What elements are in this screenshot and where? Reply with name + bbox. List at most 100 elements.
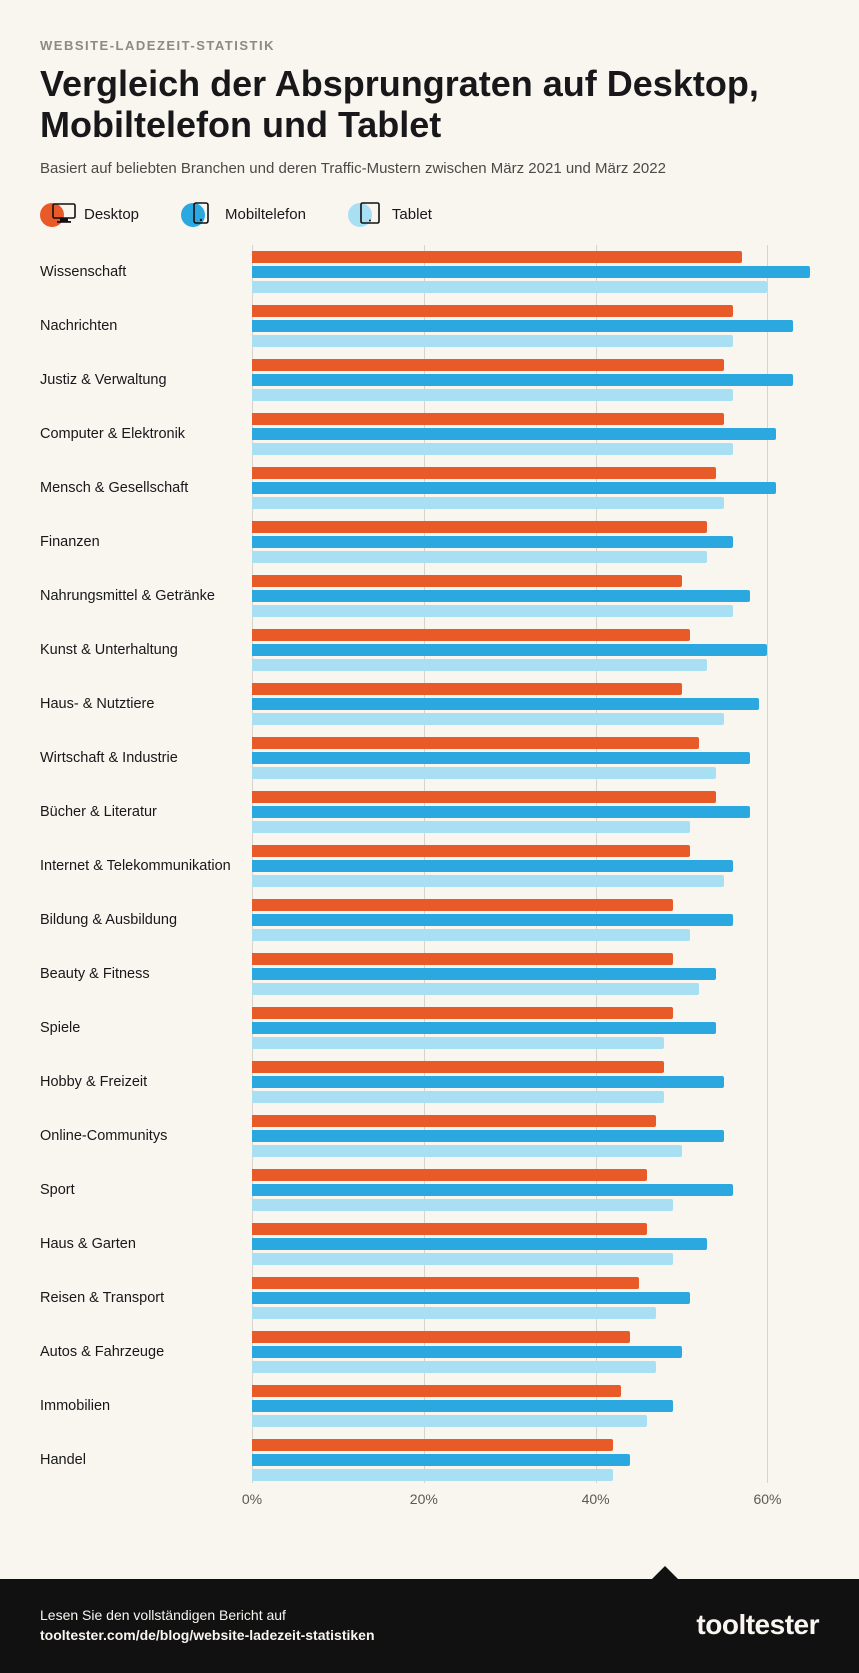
bar-mobile [252, 1346, 682, 1358]
bar-mobile [252, 428, 776, 440]
mobile-icon [193, 202, 209, 224]
bar-desktop [252, 1439, 613, 1451]
bar-tablet [252, 659, 707, 671]
bar-group [252, 574, 819, 618]
bar-desktop [252, 359, 724, 371]
bar-mobile [252, 1292, 690, 1304]
bar-desktop [252, 467, 716, 479]
bar-mobile [252, 1184, 733, 1196]
bar-tablet [252, 443, 733, 455]
legend-item: Mobiltelefon [181, 203, 306, 227]
bar-group [252, 790, 819, 834]
category-row: Handel [40, 1433, 819, 1487]
bar-mobile [252, 1454, 630, 1466]
category-row: Bücher & Literatur [40, 785, 819, 839]
category-label: Beauty & Fitness [40, 966, 252, 982]
bar-desktop [252, 899, 673, 911]
bar-tablet [252, 1307, 656, 1319]
bar-tablet [252, 1037, 664, 1049]
bar-group [252, 304, 819, 348]
x-tick-label: 0% [242, 1491, 262, 1507]
bar-tablet [252, 605, 733, 617]
category-label: Autos & Fahrzeuge [40, 1344, 252, 1360]
bar-desktop [252, 845, 690, 857]
legend-item: Desktop [40, 203, 139, 227]
bar-desktop [252, 791, 716, 803]
bar-mobile [252, 482, 776, 494]
category-row: Autos & Fahrzeuge [40, 1325, 819, 1379]
category-label: Spiele [40, 1020, 252, 1036]
footer-url: tooltester.com/de/blog/website-ladezeit-… [40, 1627, 375, 1643]
bar-tablet [252, 1469, 613, 1481]
brand-logo: tooltester [696, 1609, 819, 1641]
bar-mobile [252, 320, 793, 332]
bar-group [252, 358, 819, 402]
bar-tablet [252, 1415, 647, 1427]
bar-group [252, 898, 819, 942]
category-row: Online-Communitys [40, 1109, 819, 1163]
category-label: Justiz & Verwaltung [40, 372, 252, 388]
category-label: Handel [40, 1452, 252, 1468]
bar-tablet [252, 1253, 673, 1265]
category-label: Nahrungsmittel & Getränke [40, 588, 252, 604]
category-row: Nachrichten [40, 299, 819, 353]
desktop-icon [52, 203, 76, 223]
category-row: Reisen & Transport [40, 1271, 819, 1325]
bar-group [252, 1330, 819, 1374]
category-label: Kunst & Unterhaltung [40, 642, 252, 658]
bar-group [252, 952, 819, 996]
bar-group [252, 520, 819, 564]
bar-desktop [252, 1331, 630, 1343]
category-row: Sport [40, 1163, 819, 1217]
category-row: Haus- & Nutztiere [40, 677, 819, 731]
category-label: Computer & Elektronik [40, 426, 252, 442]
chart-subtitle: Basiert auf beliebten Branchen und deren… [40, 160, 819, 177]
x-axis: 0% 20% 40% 60% [40, 1491, 819, 1515]
bar-desktop [252, 1169, 647, 1181]
x-tick-label: 40% [582, 1491, 610, 1507]
category-row: Kunst & Unterhaltung [40, 623, 819, 677]
category-label: Sport [40, 1182, 252, 1198]
bar-group [252, 736, 819, 780]
bar-tablet [252, 713, 724, 725]
bar-desktop [252, 1385, 621, 1397]
category-label: Internet & Telekommunikation [40, 858, 252, 874]
bar-desktop [252, 683, 682, 695]
bar-group [252, 1276, 819, 1320]
category-row: Wirtschaft & Industrie [40, 731, 819, 785]
category-row: Computer & Elektronik [40, 407, 819, 461]
category-row: Internet & Telekommunikation [40, 839, 819, 893]
category-label: Hobby & Freizeit [40, 1074, 252, 1090]
bar-desktop [252, 1223, 647, 1235]
bar-group [252, 682, 819, 726]
x-tick-label: 20% [410, 1491, 438, 1507]
bar-tablet [252, 1145, 682, 1157]
x-tick-label: 60% [753, 1491, 781, 1507]
bar-tablet [252, 875, 724, 887]
bar-group [252, 628, 819, 672]
category-label: Bildung & Ausbildung [40, 912, 252, 928]
category-label: Haus & Garten [40, 1236, 252, 1252]
chart-title: Vergleich der Absprungraten auf Desktop,… [40, 63, 819, 146]
bar-tablet [252, 335, 733, 347]
bar-group [252, 1006, 819, 1050]
bar-desktop [252, 1115, 656, 1127]
bar-mobile [252, 644, 767, 656]
bar-tablet [252, 551, 707, 563]
bar-mobile [252, 374, 793, 386]
bar-desktop [252, 1007, 673, 1019]
category-row: Haus & Garten [40, 1217, 819, 1271]
category-label: Online-Communitys [40, 1128, 252, 1144]
category-row: Wissenschaft [40, 245, 819, 299]
bar-tablet [252, 497, 724, 509]
category-label: Immobilien [40, 1398, 252, 1414]
bar-group [252, 1222, 819, 1266]
bar-tablet [252, 767, 716, 779]
bar-tablet [252, 281, 767, 293]
legend-label: Tablet [392, 206, 432, 223]
bar-desktop [252, 413, 724, 425]
category-label: Reisen & Transport [40, 1290, 252, 1306]
bar-mobile [252, 968, 716, 980]
bar-tablet [252, 983, 699, 995]
category-row: Spiele [40, 1001, 819, 1055]
